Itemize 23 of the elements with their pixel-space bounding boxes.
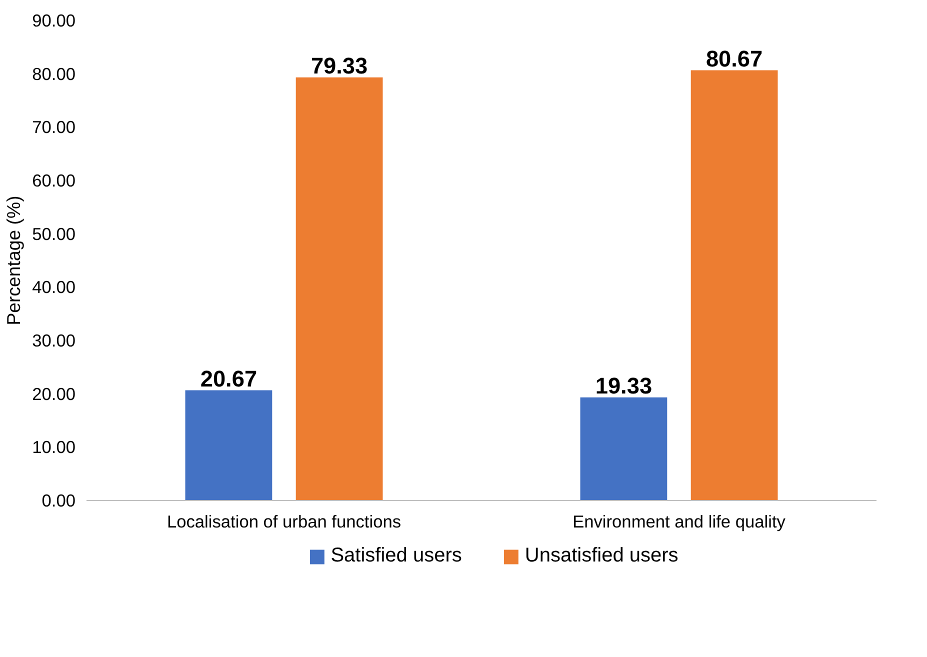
bar bbox=[690, 70, 778, 500]
data-label: 19.33 bbox=[595, 372, 652, 398]
bar bbox=[580, 397, 668, 500]
y-tick-label: 80.00 bbox=[32, 64, 76, 84]
bar bbox=[296, 77, 383, 500]
data-label: 20.67 bbox=[200, 365, 258, 392]
x-tick-label: Environment and life quality bbox=[572, 512, 786, 532]
y-axis-title: Percentage (%) bbox=[3, 196, 24, 326]
data-label: 79.33 bbox=[310, 52, 368, 78]
x-tick-label: Localisation of urban functions bbox=[166, 512, 402, 532]
y-tick-label: 20.00 bbox=[32, 384, 76, 404]
y-tick-label: 40.00 bbox=[32, 277, 76, 298]
legend-label: Satisfied users bbox=[330, 544, 462, 568]
y-tick-label: 90.00 bbox=[32, 10, 76, 30]
y-tick-label: 30.00 bbox=[32, 330, 76, 350]
y-tick-label: 60.00 bbox=[32, 170, 76, 190]
y-tick-label: 50.00 bbox=[32, 224, 76, 244]
y-tick-label: 10.00 bbox=[32, 437, 76, 458]
bar bbox=[185, 390, 272, 500]
data-label: 80.67 bbox=[706, 45, 763, 72]
y-tick-label: 70.00 bbox=[32, 117, 76, 138]
y-tick-label: 0.00 bbox=[42, 490, 76, 510]
legend-label: Unsatisfied users bbox=[524, 544, 678, 568]
